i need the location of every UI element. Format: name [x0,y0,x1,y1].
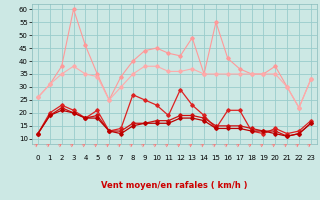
X-axis label: Vent moyen/en rafales ( km/h ): Vent moyen/en rafales ( km/h ) [101,181,248,190]
